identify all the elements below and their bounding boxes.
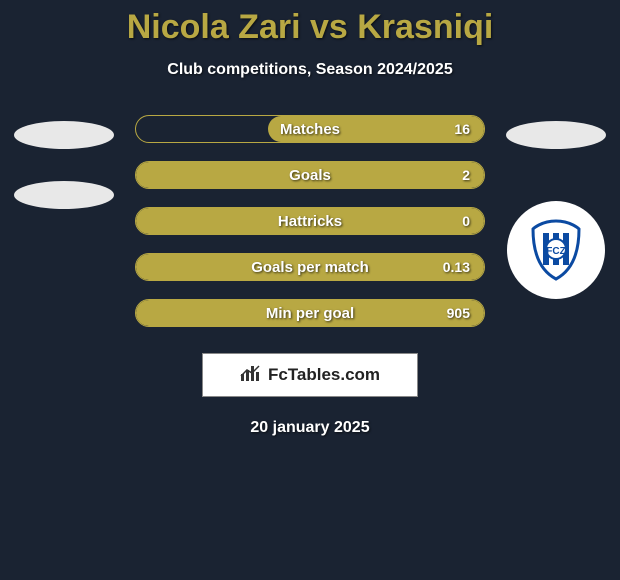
brand-box[interactable]: FcTables.com [202,353,418,397]
stat-bar: Min per goal 905 [135,299,485,327]
stat-bar: Matches 16 [135,115,485,143]
player-placeholder [506,121,606,149]
stat-bar-label: Goals per match [251,259,369,276]
stat-bar-value: 905 [447,305,470,321]
stat-bar-label: Min per goal [266,305,354,322]
stat-bar-label: Matches [280,121,340,138]
date-label: 20 january 2025 [0,419,620,437]
subtitle: Club competitions, Season 2024/2025 [0,61,620,79]
stat-bar: Goals 2 [135,161,485,189]
stat-bar-value: 16 [454,121,470,137]
player-placeholder [14,121,114,149]
chart-icon [240,364,262,387]
stat-bar-value: 2 [462,167,470,183]
stat-bar-value: 0 [462,213,470,229]
stat-bar-label: Hattricks [278,213,342,230]
stat-bar-value: 0.13 [443,259,470,275]
content-row: Matches 16 Goals 2 Hattricks 0 Goals per match… [0,115,620,327]
stat-bar: Hattricks 0 [135,207,485,235]
svg-text:FCZ: FCZ [546,246,565,257]
comparison-card: Nicola Zari vs Krasniqi Club competition… [0,0,620,437]
stat-bar-label: Goals [289,167,331,184]
stat-bars: Matches 16 Goals 2 Hattricks 0 Goals per match… [135,115,485,327]
player-placeholder [14,181,114,209]
club-badge: FCZ [507,201,605,299]
player-right-badges: FCZ [501,115,611,299]
stat-bar: Goals per match 0.13 [135,253,485,281]
page-title: Nicola Zari vs Krasniqi [0,8,620,47]
brand-label: FcTables.com [268,365,380,385]
player-left-badges [9,115,119,209]
club-emblem-icon: FCZ [521,215,591,285]
